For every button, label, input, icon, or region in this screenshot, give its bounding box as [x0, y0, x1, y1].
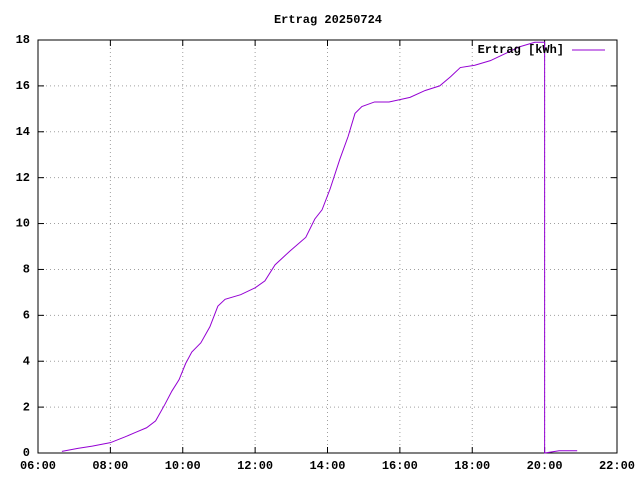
- x-tick-label: 20:00: [527, 459, 563, 473]
- x-tick-label: 06:00: [20, 459, 56, 473]
- y-tick-label: 2: [23, 400, 30, 414]
- x-tick-label: 08:00: [92, 459, 128, 473]
- y-tick-label: 10: [16, 217, 30, 231]
- x-tick-label: 22:00: [599, 459, 635, 473]
- y-tick-label: 4: [23, 354, 30, 368]
- x-tick-label: 10:00: [165, 459, 201, 473]
- legend-label: Ertrag [kWh]: [478, 43, 564, 57]
- y-tick-label: 8: [23, 263, 30, 277]
- x-tick-label: 14:00: [309, 459, 345, 473]
- y-tick-label: 0: [23, 446, 30, 460]
- plot-border: [37, 39, 618, 454]
- chart-title: Ertrag 20250724: [274, 13, 382, 27]
- x-tick-label: 16:00: [382, 459, 418, 473]
- x-tick-label: 18:00: [454, 459, 490, 473]
- data-line: [61, 41, 578, 454]
- y-tick-label: 6: [23, 309, 30, 323]
- x-tick-label: 12:00: [237, 459, 273, 473]
- y-tick-label: 12: [16, 171, 30, 185]
- y-tick-label: 16: [16, 79, 30, 93]
- y-tick-label: 18: [16, 33, 30, 47]
- y-tick-label: 14: [16, 125, 30, 139]
